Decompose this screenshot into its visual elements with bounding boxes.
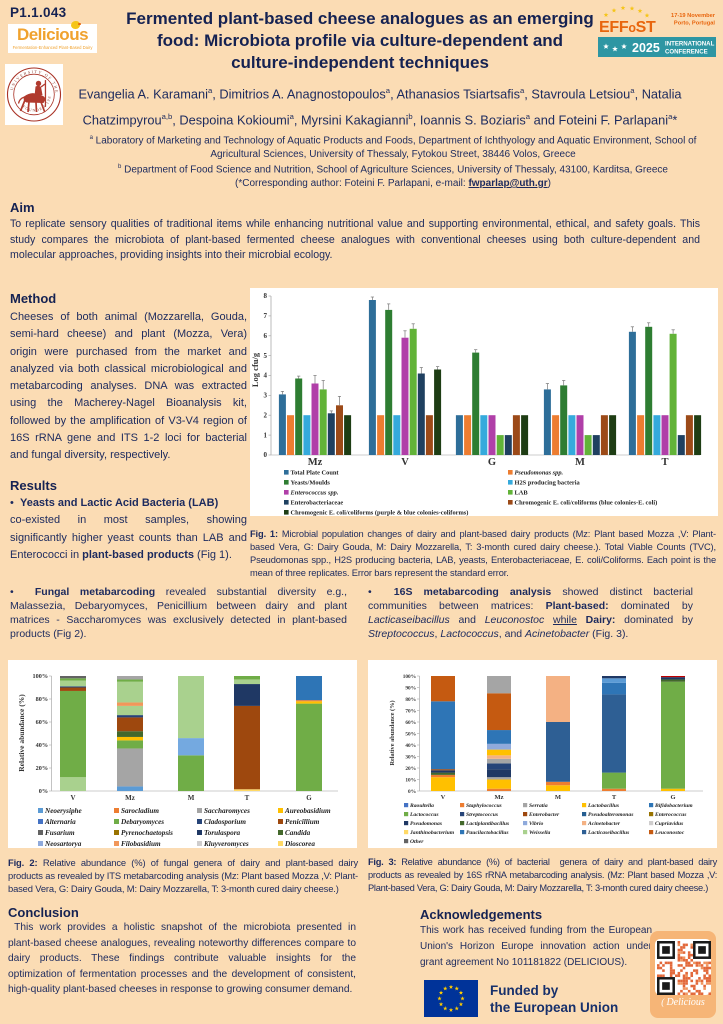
svg-text:1: 1 [264, 431, 268, 439]
svg-text:Yeasts/Moulds: Yeasts/Moulds [291, 479, 331, 486]
svg-text:M: M [575, 457, 585, 468]
svg-text:CONFERENCE: CONFERENCE [665, 49, 708, 56]
svg-text:LAB: LAB [515, 489, 529, 496]
svg-text:G: G [306, 794, 312, 802]
svg-text:G: G [488, 457, 496, 468]
svg-text:Lacticaseibacillus: Lacticaseibacillus [587, 830, 629, 836]
svg-text:Pseudoalteromonas: Pseudoalteromonas [588, 812, 633, 818]
svg-text:30%: 30% [405, 754, 416, 760]
svg-text:H2S producing bacteria: H2S producing bacteria [515, 479, 581, 486]
svg-text:20%: 20% [405, 766, 416, 772]
svg-text:10%: 10% [405, 777, 416, 783]
svg-text:V: V [70, 794, 75, 802]
svg-text:Torulaspora: Torulaspora [204, 829, 240, 837]
svg-text:G: G [670, 794, 675, 801]
svg-text:Candida: Candida [285, 829, 311, 837]
svg-text:5: 5 [264, 352, 268, 360]
svg-text:7: 7 [264, 312, 268, 320]
svg-text:Debaryomyces: Debaryomyces [120, 818, 164, 826]
svg-text:Leuconostoc: Leuconostoc [654, 830, 685, 836]
svg-text:17-19 November: 17-19 November [671, 13, 716, 19]
svg-text:T: T [612, 794, 617, 801]
svg-text:Kluyveromyces: Kluyveromyces [203, 840, 249, 848]
svg-text:Enterobacter: Enterobacter [528, 812, 560, 818]
svg-text:M: M [188, 794, 195, 802]
svg-text:Enterobacteriaceae: Enterobacteriaceae [291, 499, 344, 506]
svg-text:80%: 80% [36, 696, 48, 703]
svg-text:4: 4 [264, 372, 268, 380]
svg-text:Mz: Mz [494, 794, 503, 801]
svg-text:Janthinobacterium: Janthinobacterium [409, 830, 455, 836]
svg-text:Porto, Portugal: Porto, Portugal [674, 21, 715, 27]
svg-text:Cladosporium: Cladosporium [204, 818, 246, 826]
svg-text:60%: 60% [36, 719, 48, 726]
svg-text:Mz: Mz [125, 794, 135, 802]
svg-text:Relative abundance (%): Relative abundance (%) [17, 694, 26, 772]
svg-text:Other: Other [410, 839, 424, 845]
svg-text:Total Plate Count: Total Plate Count [291, 469, 340, 476]
svg-text:Serratia: Serratia [529, 803, 548, 809]
svg-text:Staphylococcus: Staphylococcus [466, 803, 502, 809]
svg-text:Lactiplantibacillus: Lactiplantibacillus [465, 821, 509, 827]
svg-text:80%: 80% [405, 697, 416, 703]
svg-text:T: T [661, 457, 668, 468]
svg-text:Mz: Mz [308, 457, 323, 468]
svg-text:Neoerysiphe: Neoerysiphe [44, 807, 83, 815]
svg-text:Filobasidium: Filobasidium [121, 840, 161, 848]
svg-text:Chromogenic E. coli/coliforms: Chromogenic E. coli/coliforms (purple & … [291, 509, 469, 516]
svg-text:Enterococcus spp.: Enterococcus spp. [290, 489, 339, 496]
svg-text:40%: 40% [36, 742, 48, 749]
svg-text:Pyrenochaetopsis: Pyrenochaetopsis [121, 829, 173, 837]
svg-text:Paucilactobacillus: Paucilactobacillus [466, 830, 509, 836]
svg-text:Penicillium: Penicillium [285, 818, 320, 826]
svg-text:Bifidobacterium: Bifidobacterium [654, 803, 693, 809]
svg-text:Dioscorea: Dioscorea [284, 840, 315, 848]
svg-text:60%: 60% [405, 720, 416, 726]
svg-text:Pseudomonas spp.: Pseudomonas spp. [515, 469, 564, 476]
svg-text:Fusarium: Fusarium [45, 829, 75, 837]
svg-text:Weissella: Weissella [529, 830, 551, 836]
svg-text:2: 2 [264, 411, 268, 419]
svg-text:Cupriavidus: Cupriavidus [655, 821, 683, 827]
svg-text:40%: 40% [405, 743, 416, 749]
svg-text:Pseudomonas: Pseudomonas [410, 821, 442, 827]
svg-text:2025: 2025 [632, 41, 660, 55]
svg-text:Lactobacillus: Lactobacillus [587, 803, 619, 809]
svg-text:0%: 0% [408, 789, 416, 795]
svg-text:Acinetobacter: Acinetobacter [587, 821, 621, 827]
svg-text:Aureobasidium: Aureobasidium [284, 807, 331, 815]
svg-text:Saccharomyces: Saccharomyces [204, 807, 250, 815]
svg-text:Vibrio: Vibrio [529, 821, 544, 827]
svg-text:Relative abundance (%): Relative abundance (%) [389, 700, 396, 765]
svg-text:90%: 90% [405, 685, 416, 691]
svg-text:Log cfu/g: Log cfu/g [250, 352, 260, 387]
svg-text:50%: 50% [405, 731, 416, 737]
svg-text:Raoultella: Raoultella [409, 803, 434, 809]
svg-text:8: 8 [264, 292, 268, 300]
svg-text:Sarocladium: Sarocladium [121, 807, 159, 815]
svg-text:EFFoST: EFFoST [599, 19, 656, 36]
svg-text:Alternaria: Alternaria [44, 818, 76, 826]
svg-text:V: V [401, 457, 409, 468]
svg-text:Lactococcus: Lactococcus [409, 812, 439, 818]
svg-text:T: T [245, 794, 250, 802]
svg-text:M: M [555, 794, 561, 801]
svg-text:Enterococcus: Enterococcus [654, 812, 686, 818]
svg-text:0: 0 [264, 451, 268, 459]
svg-text:0%: 0% [39, 788, 48, 795]
svg-text:INTERNATIONAL: INTERNATIONAL [665, 41, 715, 48]
svg-text:3: 3 [264, 392, 268, 400]
svg-text:100%: 100% [403, 674, 416, 680]
svg-text:20%: 20% [36, 765, 48, 772]
svg-text:70%: 70% [405, 708, 416, 714]
svg-text:Chromogenic E. coli/coliforms: Chromogenic E. coli/coliforms (blue colo… [515, 499, 658, 506]
svg-text:Neosartorya: Neosartorya [44, 840, 82, 848]
svg-text:Streptococcus: Streptococcus [466, 812, 498, 818]
svg-text:100%: 100% [33, 673, 48, 680]
svg-text:V: V [441, 794, 446, 801]
svg-text:6: 6 [264, 332, 268, 340]
